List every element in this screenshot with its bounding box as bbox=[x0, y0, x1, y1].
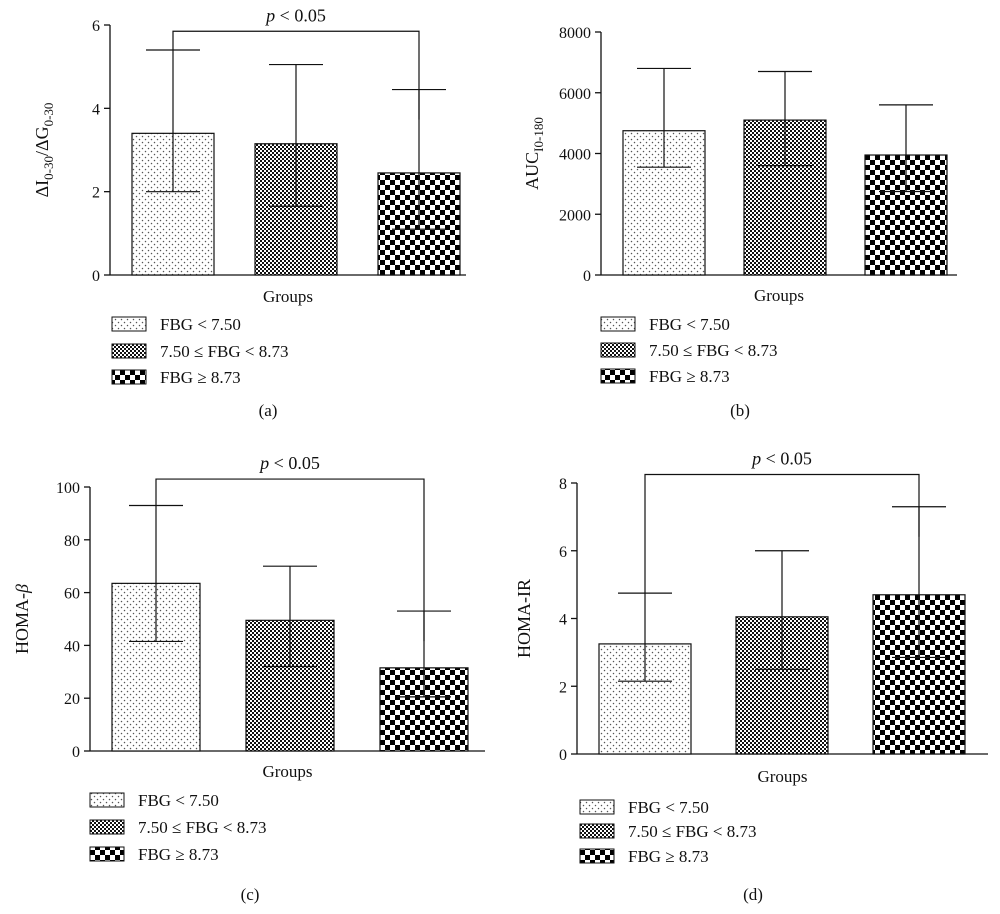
significance-label: p < 0.05 bbox=[264, 5, 326, 25]
y-tick-label: 6 bbox=[92, 18, 100, 35]
x-axis-label: Groups bbox=[754, 286, 804, 305]
legend-swatch-2 bbox=[111, 343, 147, 359]
panel-b: 0 2000 4000 6000 8000 Groups AUCI0-180 FBG < 7.… bbox=[522, 25, 957, 420]
y-label-part: ΔI bbox=[32, 180, 52, 198]
y-label-part: HOMA- bbox=[12, 593, 32, 654]
y-tick-label: 20 bbox=[64, 691, 80, 708]
y-tick-label: 8000 bbox=[559, 25, 591, 42]
legend-swatch-3 bbox=[111, 369, 147, 385]
y-tick-label: 40 bbox=[64, 638, 80, 655]
y-tick-label: 4 bbox=[559, 612, 567, 629]
y-tick-label: 6000 bbox=[559, 86, 591, 103]
y-axis-label: ΔI0-30/ΔG0-30 bbox=[32, 103, 56, 198]
panel-label: (a) bbox=[259, 401, 278, 420]
legend-swatch-2 bbox=[579, 823, 615, 839]
legend-swatch-2 bbox=[600, 342, 636, 358]
y-tick-label: 8 bbox=[559, 476, 567, 493]
significance-label: p < 0.05 bbox=[750, 449, 812, 469]
y-tick-label: 0 bbox=[92, 268, 100, 285]
significance-p: p bbox=[264, 5, 275, 25]
legend-swatch-1 bbox=[600, 316, 636, 332]
legend-label-3: FBG ≥ 8.73 bbox=[649, 367, 730, 386]
y-tick-label: 0 bbox=[559, 747, 567, 764]
significance-label: p < 0.05 bbox=[258, 453, 320, 473]
y-label-subscript: 0-30 bbox=[41, 156, 56, 180]
y-tick-label: 4000 bbox=[559, 147, 591, 164]
panel-c: 0 20 40 60 80 100 p < 0.05 Groups HOMA-β FBG < 7.… bbox=[12, 453, 485, 904]
panel-label: (c) bbox=[241, 885, 260, 904]
significance-p: p bbox=[258, 453, 269, 473]
significance-p: p bbox=[750, 449, 761, 469]
y-tick-label: 2000 bbox=[559, 207, 591, 224]
y-label-part: /ΔG bbox=[32, 126, 52, 156]
legend-label-3: FBG ≥ 8.73 bbox=[138, 845, 219, 864]
significance-bracket bbox=[155, 478, 425, 642]
significance-value: < 0.05 bbox=[275, 5, 326, 25]
x-axis-label: Groups bbox=[757, 767, 807, 786]
y-tick-label: 2 bbox=[92, 185, 100, 202]
significance-bracket bbox=[172, 30, 420, 120]
y-label-greek: β bbox=[12, 584, 32, 594]
legend-label-2: 7.50 ≤ FBG < 8.73 bbox=[628, 822, 757, 841]
y-axis-label: AUCI0-180 bbox=[522, 117, 546, 190]
y-tick-label: 0 bbox=[583, 268, 591, 285]
legend-label-2: 7.50 ≤ FBG < 8.73 bbox=[138, 818, 267, 837]
panel-label: (d) bbox=[743, 885, 763, 904]
y-tick-label: 80 bbox=[64, 533, 80, 550]
y-tick-label: 0 bbox=[72, 744, 80, 761]
x-axis-label: Groups bbox=[263, 287, 313, 306]
legend-swatch-3 bbox=[89, 846, 125, 862]
legend-swatch-3 bbox=[579, 848, 615, 864]
legend-label-3: FBG ≥ 8.73 bbox=[628, 847, 709, 866]
x-axis-label: Groups bbox=[262, 762, 312, 781]
significance-bracket bbox=[644, 473, 920, 594]
y-tick-label: 6 bbox=[559, 544, 567, 561]
y-tick-label: 4 bbox=[92, 101, 100, 118]
legend-swatch-1 bbox=[579, 799, 615, 815]
y-tick-label: 2 bbox=[559, 679, 567, 696]
legend-label-1: FBG < 7.50 bbox=[649, 315, 730, 334]
panel-label: (b) bbox=[730, 401, 750, 420]
y-tick-label: 60 bbox=[64, 586, 80, 603]
y-axis-label: HOMA-β bbox=[12, 584, 32, 654]
y-label-part: HOMA-IR bbox=[514, 579, 534, 658]
legend-label-1: FBG < 7.50 bbox=[160, 315, 241, 334]
legend-label-1: FBG < 7.50 bbox=[138, 791, 219, 810]
significance-value: < 0.05 bbox=[269, 453, 320, 473]
legend-swatch-3 bbox=[600, 368, 636, 384]
legend-swatch-2 bbox=[89, 819, 125, 835]
significance-value: < 0.05 bbox=[761, 449, 812, 469]
legend-label-3: FBG ≥ 8.73 bbox=[160, 368, 241, 387]
y-label-part: AUC bbox=[522, 152, 542, 190]
legend-label-1: FBG < 7.50 bbox=[628, 798, 709, 817]
legend-swatch-1 bbox=[89, 792, 125, 808]
y-tick-label: 100 bbox=[56, 480, 80, 497]
panel-d: 0 2 4 6 8 p < 0.05 Groups HOMA-IR FBG < 7.50 7.50… bbox=[514, 449, 988, 904]
y-label-subscript: I0-180 bbox=[531, 117, 546, 152]
y-label-subscript: 0-30 bbox=[41, 103, 56, 127]
legend-label-2: 7.50 ≤ FBG < 8.73 bbox=[160, 342, 289, 361]
y-axis-label: HOMA-IR bbox=[514, 579, 534, 658]
legend-swatch-1 bbox=[111, 316, 147, 332]
legend-label-2: 7.50 ≤ FBG < 8.73 bbox=[649, 341, 778, 360]
